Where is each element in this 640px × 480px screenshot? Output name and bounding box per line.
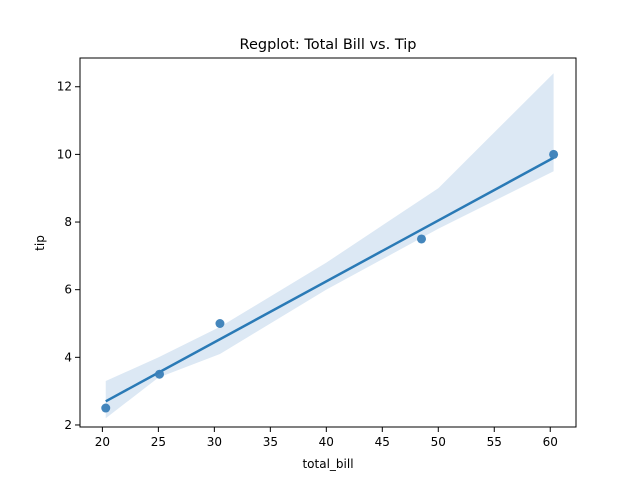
x-axis-label: total_bill — [302, 457, 353, 471]
data-point-5 — [549, 149, 559, 159]
y-tick-label: 2 — [64, 418, 72, 432]
x-tick-label: 40 — [319, 435, 334, 449]
x-tick-label: 30 — [207, 435, 222, 449]
regression-line — [105, 156, 555, 403]
plot-area — [101, 73, 559, 419]
y-tick-label: 10 — [57, 147, 72, 161]
scatter-points — [101, 149, 559, 413]
x-tick-label: 35 — [263, 435, 278, 449]
confidence-band — [105, 73, 554, 419]
data-point-4 — [416, 234, 426, 244]
chart-title: Regplot: Total Bill vs. Tip — [240, 37, 417, 53]
x-tick-label: 25 — [151, 435, 166, 449]
data-point-3 — [215, 319, 225, 329]
x-tick-label: 45 — [375, 435, 390, 449]
y-tick-label: 8 — [64, 215, 72, 229]
data-point-1 — [101, 403, 111, 413]
x-tick-label: 50 — [431, 435, 446, 449]
y-axis-label: tip — [33, 235, 47, 251]
y-tick-label: 4 — [64, 350, 72, 364]
y-tick-label: 12 — [57, 80, 72, 94]
y-tick-label: 6 — [64, 283, 72, 297]
data-point-2 — [154, 369, 164, 379]
x-tick-label: 60 — [543, 435, 558, 449]
x-axis-ticks: 20 25 30 35 40 45 50 55 60 — [95, 427, 558, 449]
axes-frame — [79, 57, 577, 428]
x-tick-label: 20 — [95, 435, 110, 449]
y-axis-ticks: 2 4 6 8 10 12 — [57, 80, 80, 432]
x-tick-label: 55 — [487, 435, 502, 449]
